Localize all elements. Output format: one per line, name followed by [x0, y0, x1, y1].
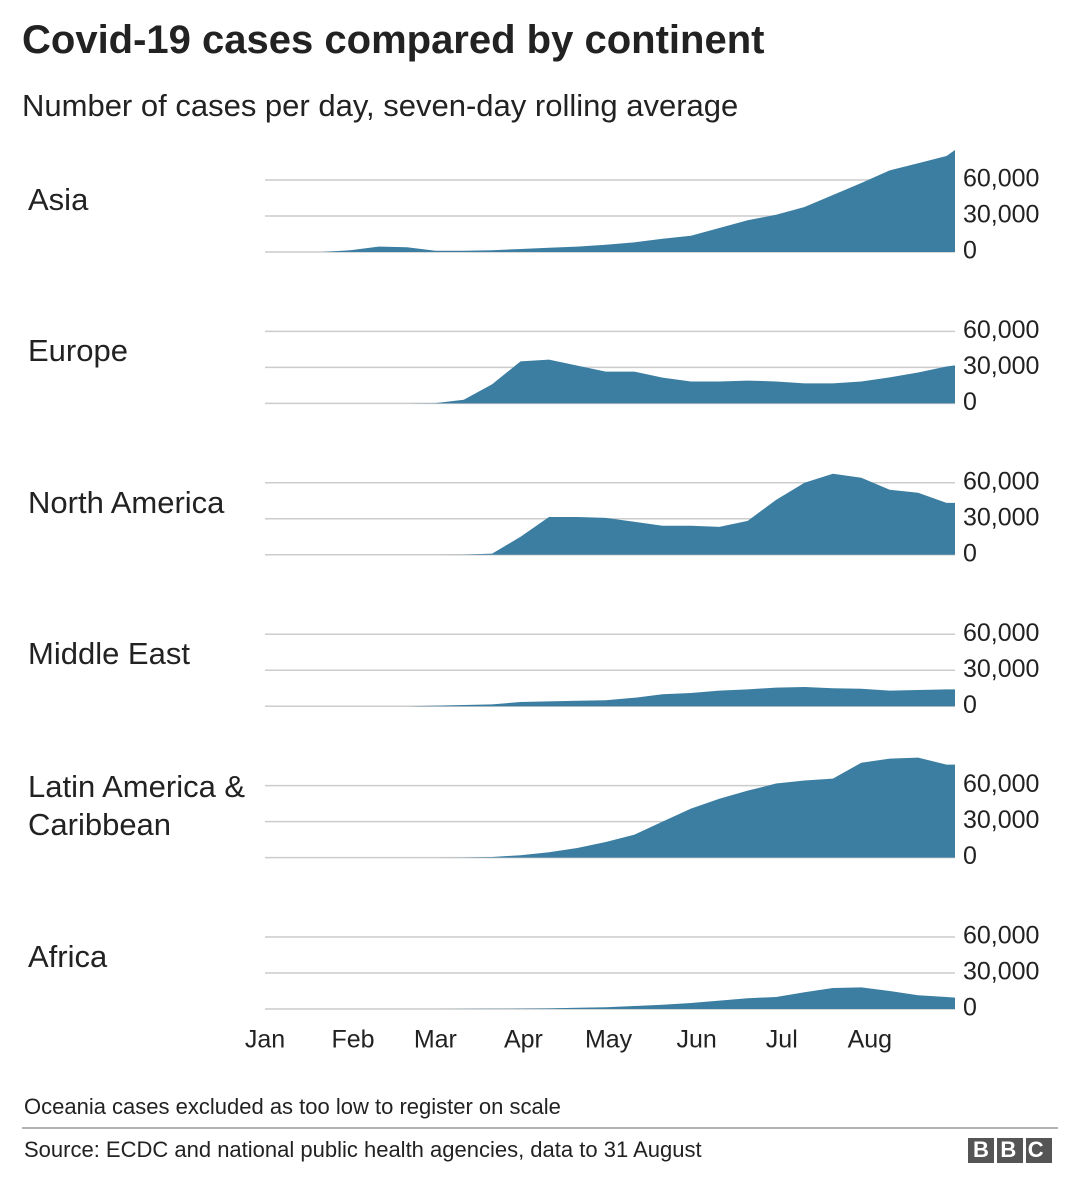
x-tick-label: Feb: [331, 1026, 374, 1054]
note: Oceania cases excluded as too low to reg…: [24, 1094, 561, 1119]
x-tick-label: Jun: [676, 1026, 716, 1054]
y-tick-label: 30,000: [963, 352, 1039, 380]
panel-label: Middle East: [28, 636, 190, 672]
logo-box: [1026, 1138, 1052, 1163]
panel-label: North America: [28, 484, 225, 520]
y-tick-label: 30,000: [963, 201, 1039, 229]
panel-label: Asia: [28, 182, 89, 217]
x-tick-label: Apr: [504, 1026, 543, 1054]
y-tick-label: 30,000: [963, 958, 1039, 986]
x-tick-label: Jul: [766, 1026, 798, 1054]
y-tick-label: 30,000: [963, 655, 1039, 683]
y-tick-label: 30,000: [963, 806, 1039, 834]
y-tick-label: 0: [963, 539, 977, 567]
y-tick-label: 0: [963, 691, 977, 719]
area: [265, 757, 955, 858]
y-tick-label: 0: [963, 237, 977, 265]
area: [265, 359, 955, 404]
panel-label: Latin America & Caribbean: [28, 768, 246, 842]
x-tick-label: Aug: [848, 1026, 892, 1054]
y-tick-label: 60,000: [963, 316, 1039, 344]
x-tick-label: May: [585, 1026, 633, 1054]
y-tick-label: 0: [963, 842, 977, 870]
y-tick-label: 30,000: [963, 503, 1039, 531]
area: [265, 987, 955, 1009]
x-tick-label: Mar: [414, 1026, 457, 1054]
chart-title: Covid-19 cases compared by continent: [22, 18, 765, 62]
source: Source: ECDC and national public health …: [24, 1137, 702, 1162]
y-tick-label: 60,000: [963, 165, 1039, 193]
y-tick-label: 0: [963, 388, 977, 416]
y-tick-label: 60,000: [963, 922, 1039, 950]
y-tick-label: 60,000: [963, 770, 1039, 798]
panel-label: Africa: [28, 939, 108, 974]
logo-box: [968, 1138, 994, 1163]
area: [265, 150, 955, 252]
x-tick-label: Jan: [245, 1026, 285, 1054]
y-tick-label: 60,000: [963, 467, 1039, 495]
y-tick-label: 60,000: [963, 619, 1039, 647]
logo: BBC: [973, 1137, 1055, 1162]
panel-label: Europe: [28, 333, 128, 369]
y-tick-label: 0: [963, 994, 977, 1022]
area: [265, 687, 955, 707]
area: [265, 473, 955, 555]
chart-subtitle: Number of cases per day, seven-day rolli…: [22, 88, 739, 123]
logo-box: [997, 1138, 1023, 1163]
